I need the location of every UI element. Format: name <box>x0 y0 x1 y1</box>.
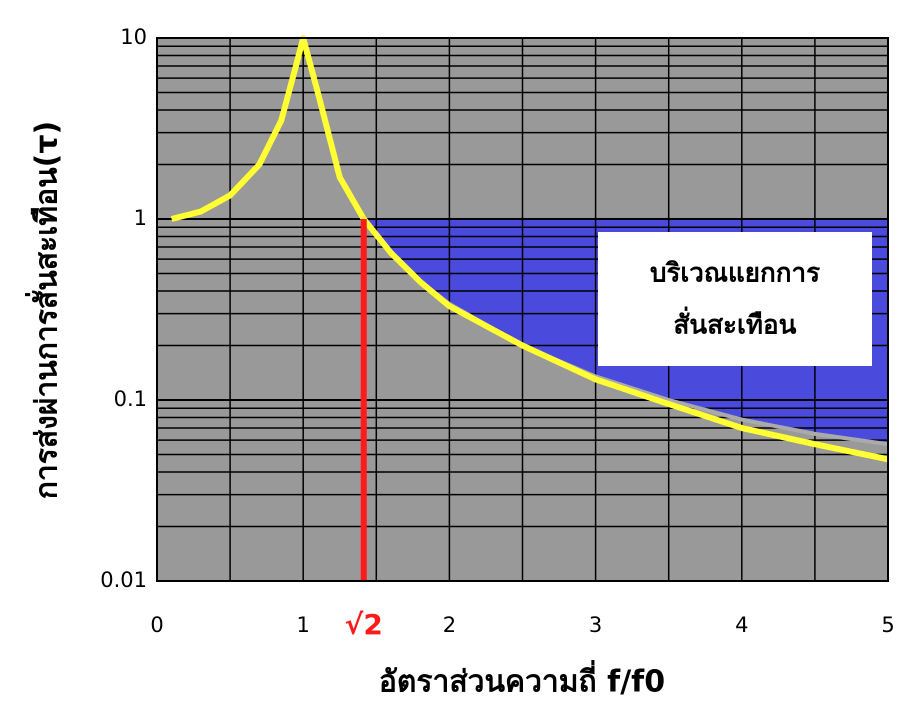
threshold-label: √2 <box>345 608 383 641</box>
x-tick-label: 0 <box>150 613 163 637</box>
y-tick-label: 1 <box>134 206 147 230</box>
x-tick-label: 2 <box>443 613 456 637</box>
x-tick-label: 4 <box>735 613 748 637</box>
x-tick-label: 1 <box>297 613 310 637</box>
x-tick-label: 3 <box>589 613 602 637</box>
annotation-box <box>598 232 872 366</box>
annotation-text: สั่นสะเทือน <box>674 306 797 341</box>
plot-frame <box>156 37 889 582</box>
annotation-text: บริเวณแยกการ <box>650 259 820 289</box>
y-tick-label: 10 <box>120 25 147 49</box>
x-tick-label: 5 <box>881 613 894 637</box>
x-axis-title: อัตราส่วนความถี่ f/f0 <box>379 660 665 700</box>
y-tick-label: 0.01 <box>100 568 147 592</box>
y-axis-title: การส่งผ่านการสั่นสะเทือน(τ) <box>25 121 65 500</box>
y-tick-label: 0.1 <box>114 387 147 411</box>
